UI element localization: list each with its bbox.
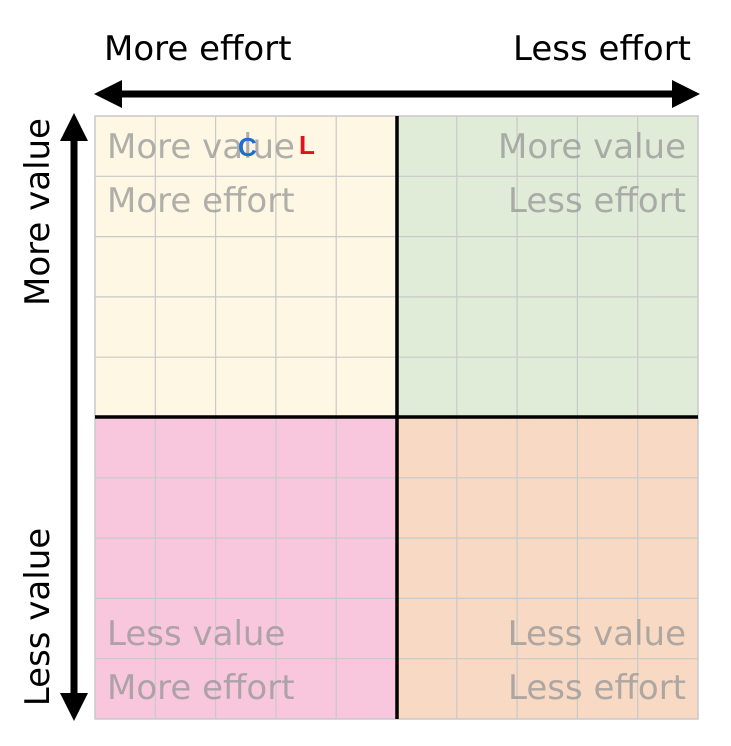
quadrant-caption-line: More value <box>498 127 686 167</box>
quadrant-bottom-right <box>397 417 698 719</box>
quadrant-caption-line: More effort <box>107 181 295 221</box>
quadrant-caption-line: Less effort <box>508 668 686 708</box>
quadrant-top-left <box>95 116 397 417</box>
marker-l: L <box>299 130 315 160</box>
effort-axis-arrow <box>94 80 700 108</box>
quadrant-caption-bottom-right: Less value Less effort <box>508 607 686 715</box>
value-axis-arrow <box>60 113 88 721</box>
marker-c: C <box>238 132 257 162</box>
quadrant-bottom-left <box>95 417 397 719</box>
quadrant-caption-top-left: More value More effort <box>107 120 295 228</box>
quadrant-caption-line: Less value <box>107 614 286 654</box>
quadrant-caption-bottom-left: Less value More effort <box>107 607 295 715</box>
quadrant-caption-line: More value <box>107 127 295 167</box>
quadrant-caption-line: More effort <box>107 668 295 708</box>
quadrant-caption-line: Less effort <box>508 181 686 221</box>
quadrant-caption-top-right: More value Less effort <box>498 120 686 228</box>
quadrant-top-right <box>397 116 698 417</box>
axis-label-more-effort: More effort <box>104 29 292 69</box>
quadrant-caption-line: Less value <box>507 614 686 654</box>
axis-label-less-effort: Less effort <box>513 29 691 69</box>
